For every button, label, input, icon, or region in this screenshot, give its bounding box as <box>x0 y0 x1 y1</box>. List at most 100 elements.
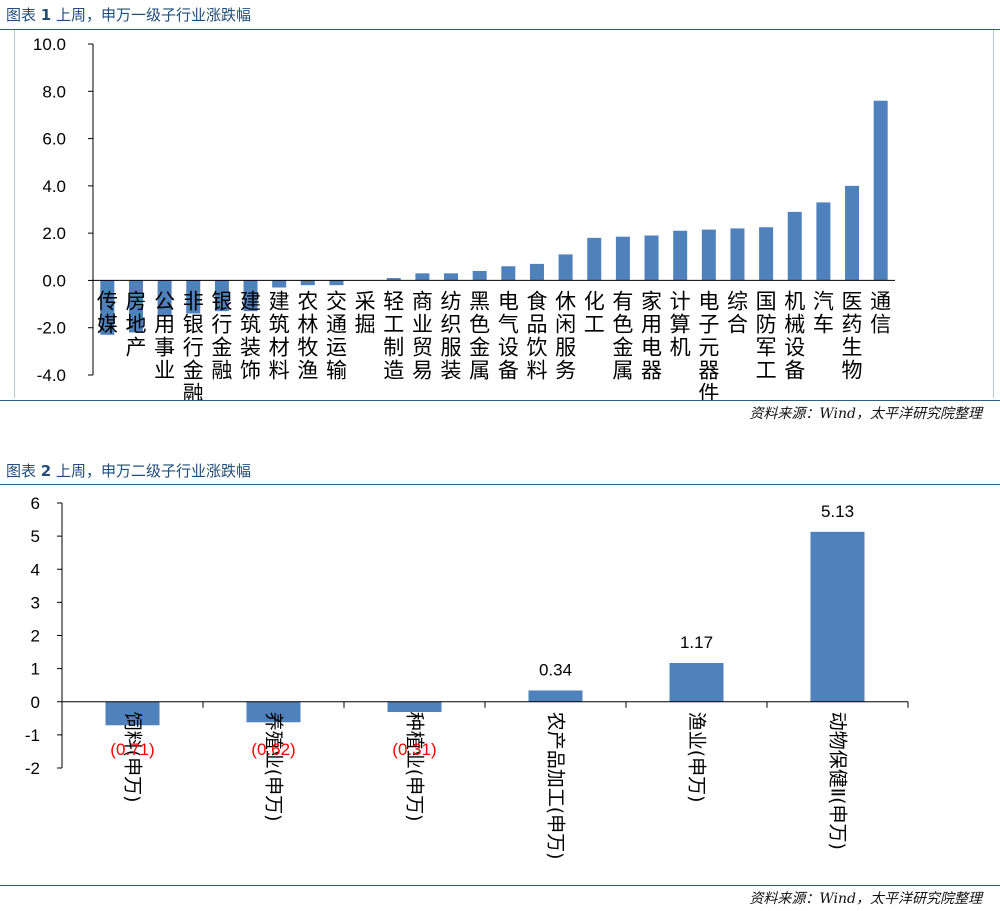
chart1-bar <box>444 273 459 281</box>
chart1-category-label: 有 <box>612 289 633 313</box>
chart1-category-label: 易 <box>412 358 433 382</box>
chart1-category-label: 渔 <box>297 358 318 382</box>
chart1-category-label: 电 <box>498 289 519 313</box>
chart2-bar <box>105 701 160 726</box>
chart1-y-tick-label: 0.0 <box>42 271 66 290</box>
chart2-bar <box>246 701 301 723</box>
chart1-category-label: 金 <box>211 335 232 359</box>
chart1-category-label: 通 <box>870 289 891 313</box>
chart1-category-label: 综 <box>727 289 748 313</box>
figure1-source: 资料来源：Wind，太平洋研究院整理 <box>749 406 982 422</box>
chart2-y-tick-label: 1 <box>31 660 40 679</box>
chart1-category-label: 饰 <box>240 358 261 382</box>
chart1-y-tick-label: 2.0 <box>42 224 66 243</box>
chart1-bar <box>272 280 287 288</box>
chart1-category-label: 备 <box>784 358 805 382</box>
chart1-svg: 10.08.06.04.02.00.0-2.0-4.0传媒房地产公用事业非银行金… <box>33 35 895 400</box>
chart1-category-label: 色 <box>469 312 490 336</box>
chart1-category-label: 地 <box>125 312 146 336</box>
chart1-category-label: 建 <box>269 289 290 313</box>
figure1-bottom-rule <box>0 400 1000 401</box>
chart1-category-label: 装 <box>441 358 462 382</box>
chart1-category-label: 装 <box>240 335 261 359</box>
chart2-y-tick-label: -1 <box>25 726 40 745</box>
chart1-y-tick-label: 10.0 <box>33 35 66 54</box>
chart1-bar <box>673 230 688 281</box>
chart2-data-label: (0.31) <box>392 740 436 759</box>
chart1-bar <box>816 202 831 281</box>
chart2-y-tick-label: 0 <box>31 693 40 712</box>
chart2-y-tick-label: 6 <box>31 494 40 513</box>
chart2-data-label: 0.34 <box>539 660 572 679</box>
chart1-category-label: 制 <box>383 335 404 359</box>
chart1-bar <box>615 236 630 281</box>
chart1-bar <box>415 273 430 281</box>
figure2-caption-prefix: 图表 <box>6 462 37 480</box>
chart1-category-label: 属 <box>612 358 633 382</box>
chart1-category-label: 业 <box>154 358 175 382</box>
chart1-category-label: 农 <box>297 289 318 313</box>
chart1-bar <box>157 280 172 316</box>
chart1-category-label: 器 <box>698 358 719 382</box>
chart2-category-label: 渔业(申万) <box>686 712 708 803</box>
chart1-category-label: 品 <box>526 312 547 336</box>
chart1-category-label: 信 <box>870 312 891 336</box>
chart2-bar <box>810 531 865 702</box>
chart1-category-label: 汽 <box>813 289 834 313</box>
chart1-category-label: 料 <box>269 358 290 382</box>
chart1-bar <box>558 254 573 281</box>
chart1-category-label: 物 <box>842 358 863 382</box>
chart1-category-label: 合 <box>727 312 748 336</box>
chart1-category-label: 家 <box>641 289 662 313</box>
figure2-bottom-rule <box>0 885 1000 886</box>
chart1-bar <box>329 280 344 286</box>
chart1-category-label: 用 <box>154 312 175 336</box>
chart1-category-label: 行 <box>211 312 232 336</box>
chart1-category-label: 属 <box>469 358 490 382</box>
chart1-category-label: 金 <box>469 335 490 359</box>
chart1-category-label: 产 <box>125 335 146 359</box>
chart1-bar <box>587 237 602 281</box>
chart1-bar <box>873 100 888 281</box>
figure2-caption-number: 2 <box>40 462 52 480</box>
chart2-data-label: 5.13 <box>821 502 854 521</box>
chart1-category-label: 业 <box>412 312 433 336</box>
chart1-category-label: 筑 <box>269 312 290 336</box>
chart1-category-label: 材 <box>269 335 290 359</box>
chart1-category-label: 用 <box>641 312 662 336</box>
chart2-y-tick-label: 4 <box>31 560 40 579</box>
chart1-category-label: 军 <box>756 335 777 359</box>
chart1-bar <box>186 280 201 314</box>
figure2-source: 资料来源：Wind，太平洋研究院整理 <box>749 891 982 907</box>
figure2-top-rule <box>0 484 1000 485</box>
chart1-category-label: 银 <box>211 289 232 313</box>
chart1-bar <box>501 266 516 281</box>
chart2-y-tick-label: 3 <box>31 593 40 612</box>
chart1-category-label: 融 <box>211 358 232 382</box>
chart1-category-label: 融 <box>183 381 204 400</box>
chart1-category-label: 闲 <box>555 312 576 336</box>
chart1-category-label: 气 <box>498 312 519 336</box>
chart1-category-label: 服 <box>441 335 462 359</box>
chart1-category-label: 采 <box>355 289 376 313</box>
chart1-category-label: 林 <box>297 312 318 336</box>
chart2-svg: 6 5 4 3 2 1 0 -1 -2 饲料(申万)(0.71) 养殖业(申万)(0.62) 种植业(… <box>25 494 909 860</box>
chart1-category-label: 媒 <box>97 312 118 336</box>
chart1-category-label: 通 <box>326 312 347 336</box>
chart1-category-label: 纺 <box>441 289 462 313</box>
chart2-data-label: 1.17 <box>680 633 713 652</box>
chart1-bar <box>472 270 487 281</box>
chart1-category-label: 械 <box>784 312 805 336</box>
figure1-caption-prefix: 图表 <box>6 6 37 24</box>
figure1-top-rule <box>0 29 1000 30</box>
chart1-category-label: 掘 <box>355 312 376 336</box>
chart1-category-label: 工 <box>756 358 777 382</box>
chart1-bar <box>845 185 860 281</box>
chart1-category-label: 筑 <box>240 312 261 336</box>
chart1-category-label: 金 <box>612 335 633 359</box>
chart2-bar <box>528 690 583 702</box>
chart1-bar <box>529 263 544 281</box>
chart1-category-label: 交 <box>326 289 347 313</box>
chart1-bar <box>243 280 258 312</box>
chart1-category-label: 国 <box>756 289 777 313</box>
